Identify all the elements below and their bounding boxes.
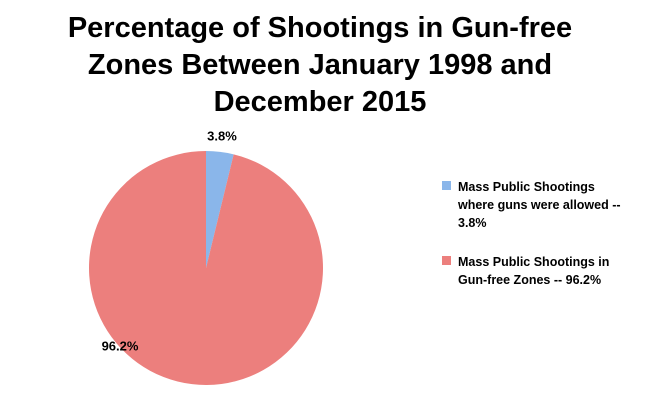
legend-item: Mass Public Shootings where guns were al… [442,178,632,232]
data-label: 3.8% [207,128,237,143]
legend-swatch [442,181,451,190]
legend-swatch [442,256,451,265]
chart-title: Percentage of Shootings in Gun-free Zone… [67,12,573,118]
data-label: 96.2% [102,338,139,353]
pie-slice [89,151,324,385]
pie-slice [206,151,234,268]
legend-item: Mass Public Shootings in Gun-free Zones … [442,253,632,289]
legend-label: Mass Public Shootings in Gun-free Zones … [458,255,610,287]
legend-label: Mass Public Shootings where guns were al… [458,180,621,230]
